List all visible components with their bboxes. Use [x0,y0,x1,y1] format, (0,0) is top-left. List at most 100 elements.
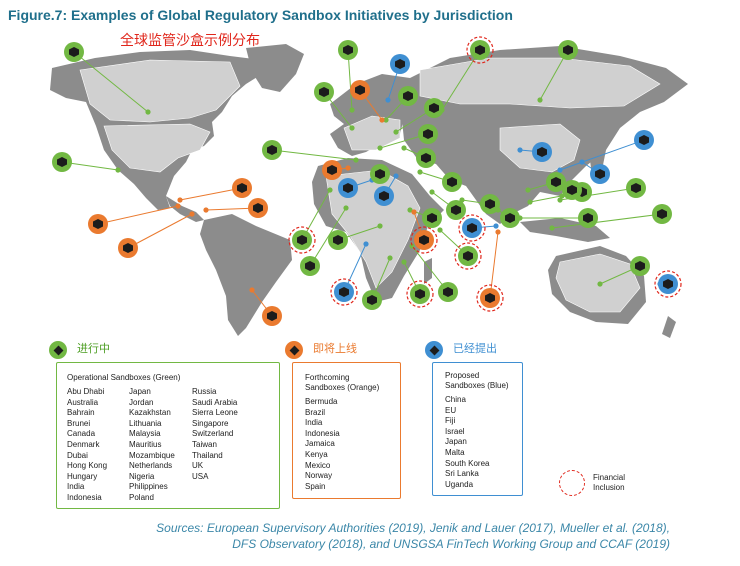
forthcoming-anchor-dot [379,117,385,123]
operational-sandbox-marker [578,208,598,228]
operational-anchor-dot [377,145,383,151]
operational-anchor-dot [537,97,543,103]
operational-item: Switzerland [192,429,234,439]
operational-anchor-dot [387,255,393,261]
operational-anchor-dot [527,199,533,205]
forthcoming-connector-line [179,187,243,201]
financial-inclusion-ring [410,226,438,254]
financial-inclusion-ring [330,278,358,306]
financial-inclusion-ring [406,280,434,308]
sandbox-cube-icon [123,243,133,253]
sandbox-cube-icon [583,213,593,223]
forthcoming-sandbox-marker [118,238,138,258]
legend-proposed: 已经提出 Proposed Sandboxes (Blue) China EU Fi… [425,341,523,496]
operational-item: Hungary [67,471,98,481]
proposed-item: Israel [445,426,465,436]
financial-inclusion-ring [466,36,494,64]
proposed-anchor-dot [363,241,369,247]
operational-sandbox-marker [442,172,462,192]
financial-inclusion-ring [454,242,482,270]
operational-item: Singapore [192,418,229,428]
forthcoming-sandbox-marker [232,178,252,198]
proposed-item: South Korea [445,458,490,468]
operational-sandbox-marker [398,86,418,106]
operational-item: Bahrain [67,408,95,418]
operational-anchor-dot [327,187,333,193]
operational-anchor-dot [353,157,359,163]
africa-region [325,169,421,289]
operational-item: Dubai [67,450,88,460]
financial-inclusion-label-1: Financial [593,473,626,482]
operational-sandbox-marker [424,98,444,118]
operational-anchor-dot [429,189,435,195]
sandbox-cube-icon [595,169,605,179]
financial-inclusion-ring [458,214,486,242]
legend-forthcoming-heading: 即将上线 [313,343,357,355]
operational-item: Thailand [192,450,223,460]
operational-item: Russia [192,387,217,396]
figure-subtitle-chinese: 全球监管沙盒示例分布 [120,32,260,48]
figure-title: Figure.7: Examples of Global Regulatory … [8,7,513,23]
sandbox-cube-icon [305,261,315,271]
operational-sandbox-marker [300,256,320,276]
operational-sandbox-marker [338,40,358,60]
sandbox-cube-icon [267,311,277,321]
operational-item: Nigeria [129,471,155,481]
sources-line-2: DFS Observatory (2018), and UNSGSA FinTe… [232,537,670,551]
sandbox-cube-icon [319,87,329,97]
sandbox-cube-icon [333,235,343,245]
operational-anchor-dot [343,205,349,211]
financial-inclusion-ring [654,270,682,298]
sandbox-cube-icon [327,165,337,175]
operational-item: Australia [67,397,99,407]
operational-item: Abu Dhabi [67,387,105,396]
operational-item: Philippines [129,482,168,492]
forthcoming-sandbox-marker [410,226,438,254]
forthcoming-sandbox-marker [322,160,342,180]
legend-proposed-label-2: Sandboxes (Blue) [445,381,509,390]
operational-anchor-dot [401,145,407,151]
legend-operational: 进行中 Operational Sandboxes (Green) Abu Dh… [49,341,280,509]
operational-sandbox-marker [416,148,436,168]
proposed-sandbox-marker [654,270,682,298]
sandbox-cube-icon [551,177,561,187]
operational-item: Lithuania [129,418,162,428]
forthcoming-anchor-dot [495,229,501,235]
sandbox-cube-icon [485,199,495,209]
highlighted-jurisdictions [79,57,661,313]
sandbox-cube-icon [419,235,429,245]
operational-sandbox-marker [652,204,672,224]
proposed-sandbox-marker [590,164,610,184]
operational-sandbox-marker [262,140,282,160]
proposed-anchor-dot [385,97,391,103]
operational-connector-line [347,49,353,111]
operational-sandbox-marker [418,124,438,144]
proposed-sandbox-marker [532,142,552,162]
financial-inclusion-ring [476,284,504,312]
forthcoming-item: Indonesia [305,428,340,438]
operational-anchor-dot [377,223,383,229]
operational-sandbox-marker [500,208,520,228]
operational-item: Mozambique [129,450,175,460]
operational-anchor-dot [557,197,563,203]
operational-item: Sierra Leone [192,408,238,418]
sandbox-cube-icon [537,147,547,157]
legend-operational-heading: 进行中 [77,343,110,355]
sources-note: Sources: European Supervisory Authoritie… [156,520,670,552]
sandbox-cube-icon [567,185,577,195]
operational-connector-line [309,207,347,267]
orange-sandbox-icon [285,341,303,359]
operational-sandbox-marker [562,180,582,200]
sandbox-cube-icon [631,183,641,193]
sandbox-cube-icon [57,157,67,167]
operational-item: Kazakhstan [129,408,171,418]
operational-anchor-dot [349,125,355,131]
operational-sandbox-marker [406,280,434,308]
sandbox-cube-icon [395,59,405,69]
proposed-sandbox-marker [338,178,358,198]
financial-inclusion-label-2: Inclusion [593,483,625,492]
forthcoming-anchor-dot [203,207,209,213]
legend-operational-label: Operational Sandboxes (Green) [67,373,181,382]
usa-region [103,123,211,173]
proposed-anchor-dot [517,147,523,153]
